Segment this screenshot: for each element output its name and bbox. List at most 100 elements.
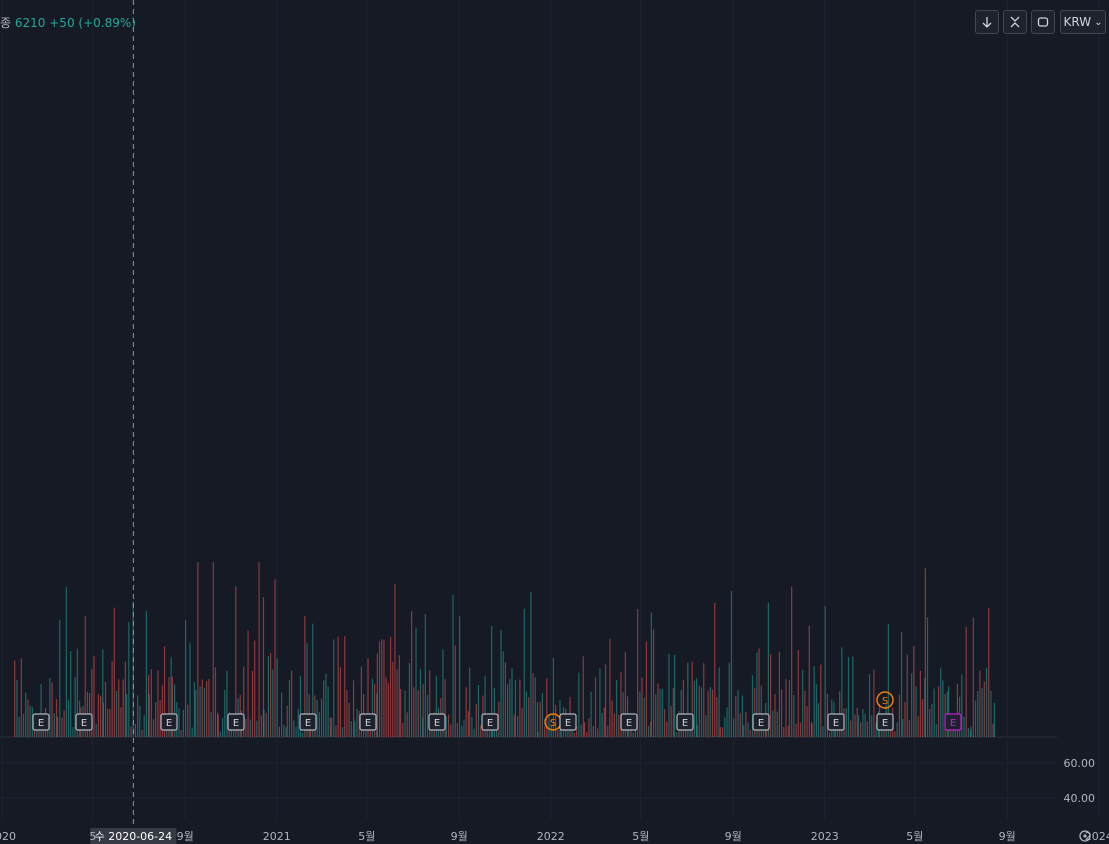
volume-bar — [778, 651, 780, 737]
volume-bar — [965, 626, 967, 737]
volume-bar — [243, 666, 245, 737]
volume-bar — [772, 710, 774, 737]
volume-bar — [398, 655, 400, 737]
volume-bar — [339, 667, 341, 737]
volume-bar — [350, 721, 352, 737]
volume-bar — [49, 677, 51, 737]
volume-bar — [504, 662, 506, 737]
volume-bar — [102, 702, 104, 737]
volume-bar — [376, 653, 378, 737]
volume-bar — [530, 591, 532, 737]
volume-bar — [639, 691, 641, 737]
reset-view-button[interactable] — [1031, 10, 1055, 34]
volume-bar — [747, 722, 749, 737]
volume-bar — [341, 727, 344, 737]
volume-bar — [637, 608, 639, 737]
volume-bar — [793, 695, 795, 737]
volume-bar — [917, 716, 919, 737]
chevron-down-icon: ⌄ — [1094, 16, 1103, 28]
gear-icon — [1079, 830, 1091, 842]
volume-bar — [329, 717, 331, 737]
collapse-button[interactable] — [1003, 10, 1027, 34]
volume-bar — [31, 707, 33, 737]
time-tick-4: 5월 — [358, 830, 375, 843]
volume-bar — [171, 677, 174, 737]
volume-bar — [283, 724, 285, 737]
volume-bar — [387, 682, 389, 737]
volume-bar — [285, 726, 287, 737]
legend-name-tail: 종 — [0, 16, 12, 30]
crosshair-date-badge — [90, 828, 177, 844]
volume-bar — [27, 699, 29, 737]
volume-bar — [820, 664, 822, 737]
volume-bar — [937, 686, 940, 737]
currency-select[interactable]: KRW ⌄ — [1060, 10, 1106, 34]
volume-bar — [193, 682, 196, 737]
scroll-down-button[interactable] — [975, 10, 999, 34]
volume-bar — [452, 595, 454, 737]
volume-bar — [743, 725, 745, 737]
volume-bar — [594, 677, 597, 737]
earnings-marker — [299, 713, 317, 731]
volume-bar — [670, 705, 672, 737]
volume-bar — [115, 690, 118, 737]
volume-bar — [817, 703, 820, 737]
time-tick-2: 9월 — [177, 830, 194, 843]
volume-bar — [979, 670, 981, 737]
volume-bar — [72, 727, 74, 737]
volume-bar — [65, 586, 67, 737]
volume-bar — [417, 690, 419, 737]
volume-bar — [274, 579, 276, 737]
volume-bar — [977, 691, 979, 737]
volume-bar — [733, 718, 735, 737]
volume-bar — [163, 646, 166, 737]
volume-bar — [990, 690, 992, 737]
volume-bar — [919, 670, 922, 737]
volume-bar — [67, 700, 70, 737]
volume-bar — [866, 721, 868, 737]
time-tick-8: 9월 — [725, 830, 742, 843]
volume-bar — [56, 716, 59, 737]
volume-bar — [251, 671, 254, 737]
volume-bar — [337, 636, 339, 737]
volume-bar — [203, 687, 206, 737]
volume-bar — [448, 714, 450, 737]
volume-bar — [652, 629, 655, 737]
volume-bar — [411, 611, 413, 737]
earnings-marker-text: E — [682, 718, 688, 729]
volume-bar — [956, 683, 959, 737]
volume-bar — [993, 702, 996, 737]
volume-bar — [546, 678, 548, 737]
volume-bar — [992, 723, 994, 737]
volume-bar — [306, 643, 308, 737]
volume-bar — [484, 675, 486, 737]
volume-bar — [333, 639, 335, 737]
volume-bar — [152, 719, 155, 737]
volume-bar — [493, 688, 495, 737]
volume-bar — [988, 607, 990, 737]
volume-bar — [873, 669, 875, 737]
crosshair-date-text: 수 2020-06-24 — [95, 830, 173, 843]
volume-bar — [722, 727, 724, 737]
volume-bar — [682, 680, 685, 737]
volume-bar — [495, 730, 498, 737]
volume-bar — [318, 711, 320, 737]
volume-bar — [63, 710, 65, 737]
volume-bar — [785, 679, 787, 737]
volume-bar — [661, 689, 663, 737]
volume-bar — [465, 687, 467, 737]
volume-bar — [751, 675, 754, 737]
time-tick-11: 9월 — [999, 830, 1016, 843]
volume-bar — [304, 616, 306, 737]
volume-bar — [247, 630, 249, 737]
volume-bar — [224, 689, 226, 737]
volume-bar — [850, 720, 852, 737]
volume-bar — [444, 679, 446, 737]
volume-bar — [745, 711, 747, 737]
volume-bar — [645, 641, 648, 737]
volume-bar — [963, 716, 965, 737]
volume-bar — [676, 732, 678, 737]
volume-bars — [14, 562, 996, 737]
